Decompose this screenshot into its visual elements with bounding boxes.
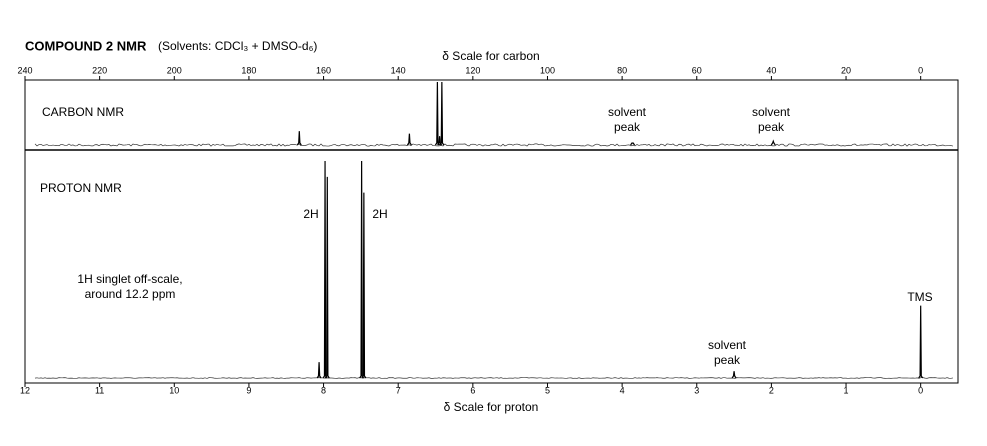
peak — [918, 305, 924, 379]
peak — [324, 176, 330, 379]
x-tick-label: 1 — [844, 385, 849, 395]
annotation-line: peak — [714, 353, 741, 367]
peak — [434, 81, 440, 146]
annotation: 2H — [372, 207, 387, 221]
panel-label: CARBON NMR — [42, 105, 124, 119]
x-tick-label: 60 — [692, 65, 702, 75]
annotation: 2H — [303, 207, 318, 221]
x-tick-label: 80 — [617, 65, 627, 75]
annotation-line: peak — [614, 120, 641, 134]
annotation-line: solvent — [608, 105, 647, 119]
x-tick-label: 240 — [17, 65, 32, 75]
x-tick-label: 9 — [246, 385, 251, 395]
x-tick-label: 0 — [918, 385, 923, 395]
x-tick-label: 0 — [918, 65, 923, 75]
x-tick-label: 12 — [20, 385, 30, 395]
x-tick-label: 100 — [540, 65, 555, 75]
x-tick-label: 140 — [391, 65, 406, 75]
x-tick-label: 180 — [241, 65, 256, 75]
annotation-line: peak — [758, 120, 785, 134]
peak — [439, 81, 445, 146]
x-tick-label: 8 — [321, 385, 326, 395]
annotation: TMS — [907, 290, 932, 304]
peak — [731, 371, 737, 379]
chart-title: COMPOUND 2 NMR — [25, 38, 147, 53]
annotation-line: 1H singlet off-scale, — [77, 272, 182, 286]
x-tick-label: 5 — [545, 385, 550, 395]
x-tick-label: 220 — [92, 65, 107, 75]
baseline-noise — [34, 377, 954, 379]
peak — [630, 142, 636, 146]
x-tick-label: 4 — [620, 385, 625, 395]
x-tick-label: 20 — [841, 65, 851, 75]
x-tick-label: 160 — [316, 65, 331, 75]
x-axis-label: δ Scale for carbon — [442, 49, 539, 63]
annotation-line: 2H — [303, 207, 318, 221]
peak — [770, 139, 776, 146]
annotation-line: 2H — [372, 207, 387, 221]
x-tick-label: 2 — [769, 385, 774, 395]
annotation: 1H singlet off-scale, around 12.2 ppm — [77, 272, 182, 301]
annotation-line: TMS — [907, 290, 932, 304]
annotation-line: solvent — [752, 105, 791, 119]
peak — [437, 136, 443, 146]
peak — [361, 192, 367, 379]
peak — [316, 362, 322, 379]
x-tick-label: 200 — [167, 65, 182, 75]
annotation: solvent peak — [608, 105, 647, 134]
annotation: solvent peak — [708, 338, 747, 367]
annotation-line: solvent — [708, 338, 747, 352]
plot-frame — [24, 79, 959, 384]
x-tick-label: 10 — [169, 385, 179, 395]
chart-subtitle: (Solvents: CDCl₃ + DMSO-d₆) — [158, 39, 317, 53]
x-axis-label: δ Scale for proton — [444, 400, 539, 414]
x-tick-label: 40 — [766, 65, 776, 75]
x-tick-label: 6 — [470, 385, 475, 395]
peak — [406, 133, 412, 146]
x-tick-label: 7 — [396, 385, 401, 395]
panel-label: PROTON NMR — [40, 181, 122, 195]
baseline-noise — [34, 143, 954, 147]
annotation-line: around 12.2 ppm — [85, 287, 176, 301]
x-tick-label: 3 — [694, 385, 699, 395]
x-tick-label: 120 — [465, 65, 480, 75]
peak — [296, 131, 302, 146]
annotation: solvent peak — [752, 105, 791, 134]
x-tick-label: 11 — [95, 385, 104, 395]
